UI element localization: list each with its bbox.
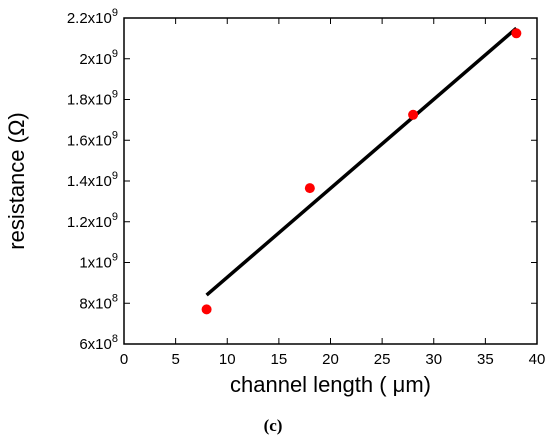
y-tick-exponent: 8 [112, 333, 118, 345]
x-tick-label: 15 [271, 351, 288, 368]
y-tick-label: 1.2x109 [67, 211, 118, 231]
y-tick-mantissa: 1.4x10 [67, 173, 112, 190]
y-tick-exponent: 9 [112, 170, 118, 182]
y-axis-ticks: 6x1088x1081x1091.2x1091.4x1091.6x1091.8x… [67, 7, 537, 353]
y-tick-exponent: 9 [112, 252, 118, 264]
y-tick-mantissa: 1.8x10 [67, 92, 112, 109]
data-point [408, 109, 419, 120]
plot-layer [201, 26, 522, 315]
fit-line [205, 26, 518, 297]
panel-label: (c) [264, 416, 283, 435]
x-tick-label: 35 [477, 351, 494, 368]
x-axis-label: channel length ( μm) [230, 372, 431, 397]
y-tick-exponent: 9 [112, 129, 118, 141]
y-tick-label: 2.2x109 [67, 7, 118, 27]
y-tick-exponent: 9 [112, 48, 118, 60]
data-point [304, 183, 315, 194]
y-tick-exponent: 9 [112, 7, 118, 19]
data-point [511, 28, 522, 39]
y-tick-label: 1x109 [79, 252, 118, 272]
x-axis-ticks: 0 5 10 15 20 25 30 35 40 [120, 18, 546, 368]
y-tick-mantissa: 6x10 [79, 336, 112, 353]
y-tick-label: 1.4x109 [67, 170, 118, 190]
y-tick-exponent: 9 [112, 89, 118, 101]
x-tick-label: 10 [219, 351, 236, 368]
y-tick-exponent: 8 [112, 292, 118, 304]
y-tick-mantissa: 8x10 [79, 295, 112, 312]
y-tick-mantissa: 2.2x10 [67, 10, 112, 27]
x-tick-label: 30 [425, 351, 442, 368]
x-tick-label: 25 [374, 351, 391, 368]
y-tick-mantissa: 1.2x10 [67, 214, 112, 231]
y-tick-exponent: 9 [112, 211, 118, 223]
data-point [201, 304, 212, 315]
x-tick-label: 5 [171, 351, 179, 368]
y-axis-label: resistance (Ω) [4, 112, 29, 249]
x-tick-label: 40 [529, 351, 546, 368]
y-tick-mantissa: 1.6x10 [67, 132, 112, 149]
y-tick-mantissa: 2x10 [79, 51, 112, 68]
y-tick-label: 1.8x109 [67, 89, 118, 109]
y-tick-mantissa: 1x10 [79, 255, 112, 272]
y-tick-label: 1.6x109 [67, 129, 118, 149]
y-tick-label: 6x108 [79, 333, 118, 353]
y-tick-label: 2x109 [79, 48, 118, 68]
y-tick-label: 8x108 [79, 292, 118, 312]
x-tick-label: 20 [322, 351, 339, 368]
plot-frame [123, 17, 538, 345]
x-tick-label: 0 [120, 351, 128, 368]
